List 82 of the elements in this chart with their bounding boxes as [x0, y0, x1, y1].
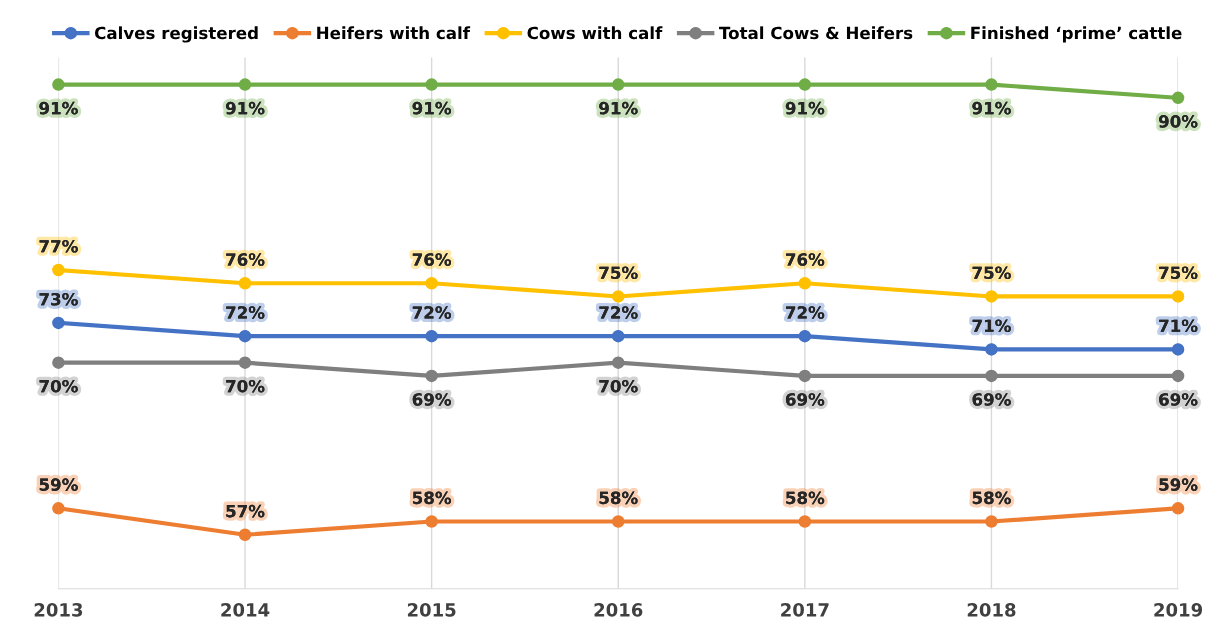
data-label: 70%: [226, 379, 265, 393]
x-tick-label: 2017: [781, 603, 829, 617]
data-label: 75%: [972, 266, 1011, 280]
point: [1171, 502, 1185, 515]
point: [985, 290, 998, 303]
data-label: 75%: [599, 266, 638, 280]
data-label: 91%: [39, 101, 78, 115]
point: [52, 316, 65, 330]
data-label: 70%: [599, 379, 638, 393]
data-label: 58%: [972, 491, 1011, 505]
point: [798, 369, 812, 383]
point: [425, 276, 438, 290]
point: [798, 78, 812, 91]
data-label: 91%: [225, 101, 265, 115]
data-label: 77%: [39, 239, 78, 253]
data-label: 72%: [599, 306, 638, 319]
data-label: 76%: [786, 253, 825, 266]
data-label: 69%: [785, 393, 825, 406]
point: [611, 290, 625, 303]
data-label: 57%: [226, 504, 265, 518]
x-tick-label: 2014: [221, 603, 270, 617]
data-label: 71%: [972, 319, 1011, 333]
x-tick-label: 2016: [594, 603, 643, 617]
data-label: 58%: [599, 491, 638, 505]
data-label: 58%: [786, 491, 825, 505]
point: [425, 515, 438, 528]
data-label: 73%: [39, 292, 78, 306]
point: [1171, 343, 1185, 356]
point: [238, 276, 252, 290]
point: [52, 78, 65, 91]
x-tick-label: 2015: [407, 603, 456, 617]
point: [611, 78, 625, 91]
data-label: 75%: [1159, 266, 1198, 280]
data-label: 90%: [1158, 115, 1198, 128]
point: [52, 356, 65, 369]
point: [238, 356, 252, 369]
data-label: 59%: [1159, 478, 1198, 491]
legend-label: Cows with calf: [527, 26, 663, 40]
data-label: 69%: [1159, 393, 1198, 406]
data-label: 91%: [599, 101, 638, 115]
x-tick-label: 2019: [1154, 603, 1203, 617]
data-label: 91%: [412, 101, 452, 115]
data-label: 76%: [226, 253, 265, 266]
data-label: 76%: [412, 253, 452, 266]
data-label: 72%: [412, 306, 452, 319]
data-label: 70%: [39, 379, 78, 393]
point: [238, 78, 252, 91]
data-label: 59%: [39, 478, 78, 491]
legend-label: Heifers with calf: [317, 26, 471, 40]
point: [52, 263, 65, 277]
legend-label: Finished ‘prime’ cattle: [971, 26, 1182, 43]
x-tick-label: 2018: [967, 603, 1016, 617]
point: [1171, 91, 1185, 105]
data-label: 91%: [972, 101, 1011, 115]
point: [1171, 290, 1185, 303]
data-label: 72%: [226, 306, 265, 319]
data-label: 72%: [786, 306, 825, 319]
data-label: 69%: [972, 393, 1011, 406]
point: [611, 356, 625, 369]
point: [985, 343, 998, 356]
point: [798, 515, 812, 528]
data-label: 58%: [412, 491, 452, 505]
point: [611, 329, 625, 343]
point: [425, 329, 438, 343]
data-label: 91%: [785, 101, 825, 115]
point: [985, 515, 998, 528]
point: [52, 502, 65, 515]
point: [985, 78, 998, 91]
point: [798, 329, 812, 343]
point: [985, 369, 998, 383]
point: [611, 515, 625, 528]
point: [238, 329, 252, 343]
x-tick-label: 2013: [34, 603, 83, 617]
data-label: 69%: [412, 393, 452, 406]
point: [238, 528, 252, 542]
legend-label: Calves registered: [94, 26, 258, 43]
point: [425, 369, 438, 383]
point: [798, 276, 812, 290]
legend-label: Total Cows & Heifers: [719, 26, 913, 40]
point: [1171, 369, 1185, 383]
data-label: 71%: [1159, 319, 1198, 333]
point: [425, 78, 438, 91]
